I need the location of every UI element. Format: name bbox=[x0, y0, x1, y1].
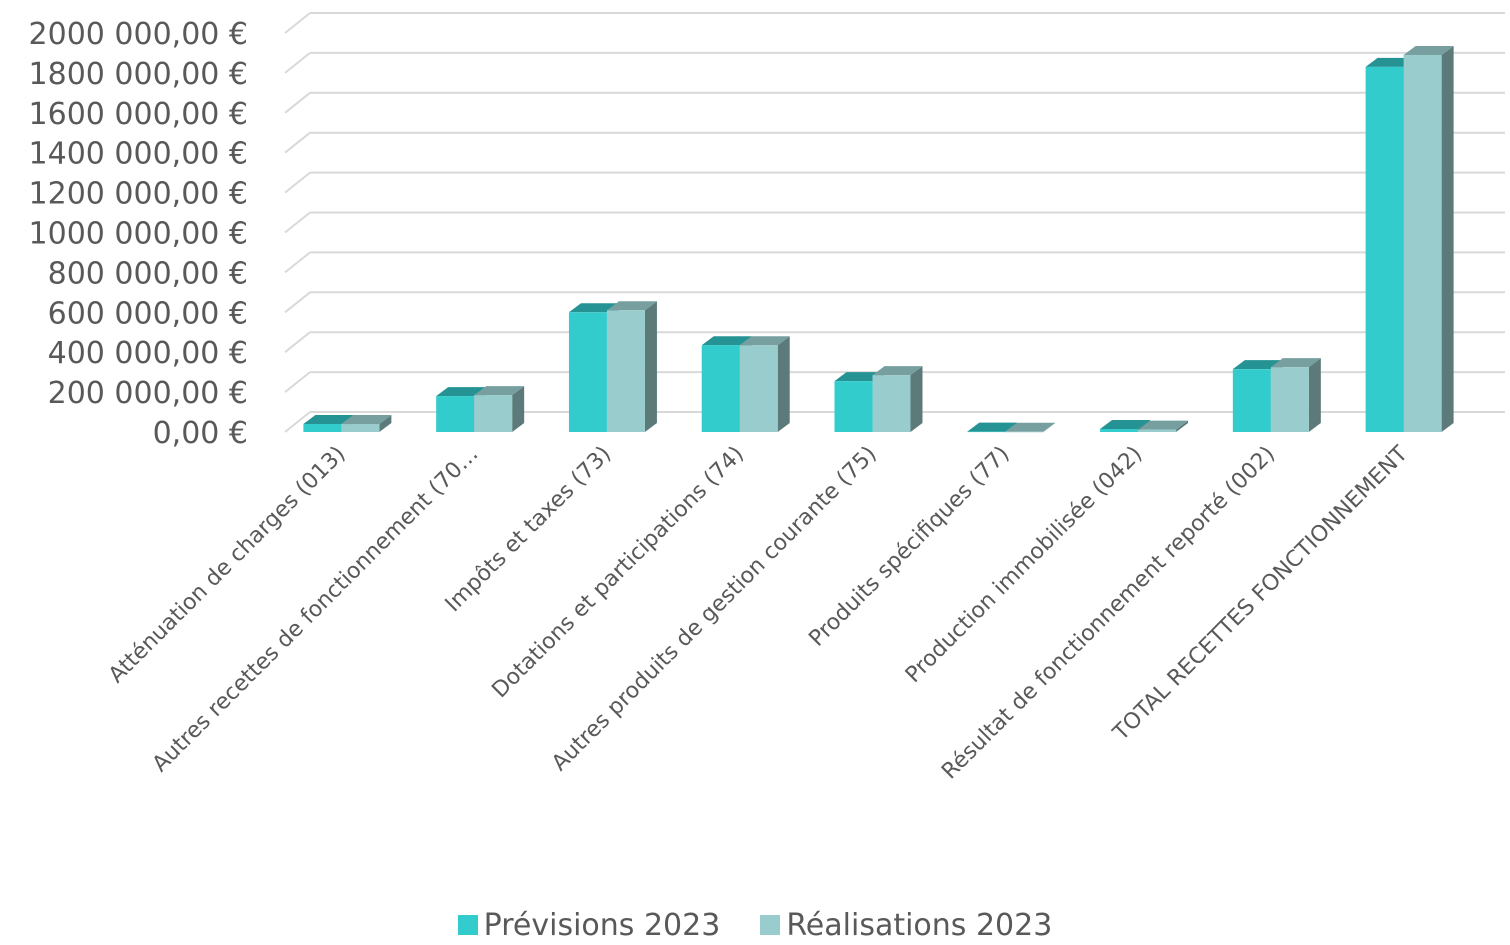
bar bbox=[872, 366, 923, 432]
y-tick-label: 2000 000,00 € bbox=[29, 17, 248, 52]
y-tick-label: 600 000,00 € bbox=[48, 296, 248, 331]
y-tick-label: 1600 000,00 € bbox=[29, 97, 248, 132]
gridline bbox=[284, 171, 1505, 194]
gridlines bbox=[284, 12, 1505, 433]
x-tick-label: Dotations et participations (74) bbox=[487, 442, 749, 704]
y-tick-label: 1800 000,00 € bbox=[29, 57, 248, 92]
x-tick-label: TOTAL RECETTES FONCTIONNEMENT bbox=[1108, 441, 1413, 746]
gridline bbox=[284, 131, 1505, 154]
bar bbox=[739, 336, 790, 432]
legend: Prévisions 2023 Réalisations 2023 bbox=[0, 905, 1510, 945]
gridline bbox=[284, 12, 1505, 34]
bar bbox=[341, 415, 392, 432]
gridline bbox=[284, 211, 1505, 234]
gridline bbox=[284, 91, 1505, 114]
legend-swatch-realisations bbox=[760, 915, 781, 935]
legend-label-realisations: Réalisations 2023 bbox=[786, 907, 1053, 943]
bar bbox=[474, 386, 525, 432]
x-axis-ticks: Atténuation de charges (013)Autres recet… bbox=[104, 441, 1413, 784]
chart: 0,00 € 200 000,00 € 400 000,00 € 600 000,00… bbox=[29, 12, 1505, 784]
bar bbox=[1005, 422, 1056, 433]
legend-item-realisations: Réalisations 2023 bbox=[760, 908, 1052, 943]
legend-label-previsions: Prévisions 2023 bbox=[483, 907, 721, 943]
bar bbox=[1138, 420, 1189, 432]
bar bbox=[1270, 358, 1321, 432]
gridline bbox=[284, 51, 1505, 74]
legend-swatch-previsions bbox=[457, 915, 478, 935]
bars bbox=[303, 45, 1454, 433]
bar bbox=[606, 301, 657, 432]
y-tick-label: 400 000,00 € bbox=[48, 336, 248, 371]
y-tick-label: 0,00 € bbox=[153, 416, 248, 451]
y-tick-label: 800 000,00 € bbox=[48, 256, 248, 291]
y-tick-label: 1400 000,00 € bbox=[29, 137, 248, 172]
y-tick-label: 200 000,00 € bbox=[48, 376, 248, 411]
gridline bbox=[284, 331, 1505, 353]
y-tick-label: 1000 000,00 € bbox=[29, 217, 248, 252]
y-tick-label: 1200 000,00 € bbox=[29, 177, 248, 212]
y-axis-ticks: 0,00 € 200 000,00 € 400 000,00 € 600 000,00… bbox=[29, 17, 248, 451]
gridline bbox=[284, 291, 1505, 314]
bar bbox=[1403, 45, 1454, 432]
gridline bbox=[284, 251, 1505, 274]
x-tick-label: Atténuation de charges (013) bbox=[104, 442, 351, 689]
x-tick-label: Production immobilisée (042) bbox=[901, 442, 1147, 688]
legend-item-previsions: Prévisions 2023 bbox=[457, 907, 721, 943]
